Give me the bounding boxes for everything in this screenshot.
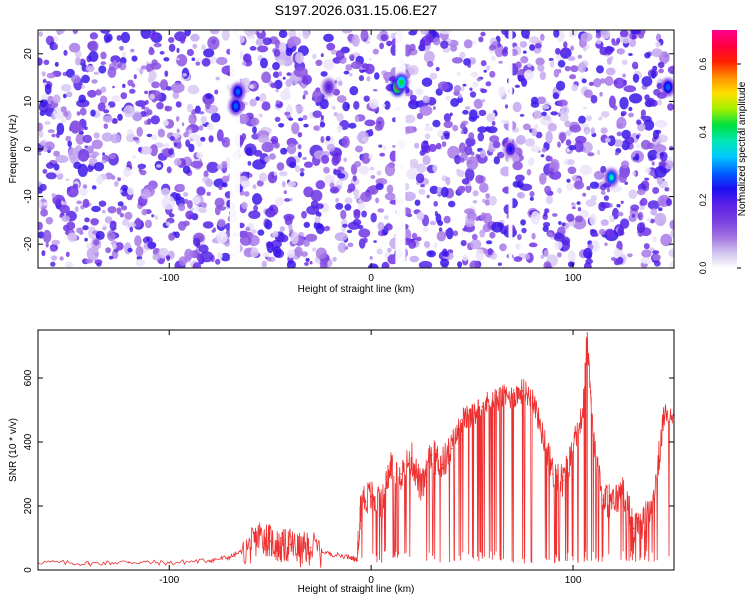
snr-point xyxy=(410,457,413,459)
snr-point xyxy=(208,559,211,562)
heatmap-gap xyxy=(229,30,240,268)
snr-point xyxy=(330,553,332,555)
figure-title: S197.2026.031.15.06.E27 xyxy=(275,2,438,18)
snr-point xyxy=(622,489,625,491)
snr-point xyxy=(299,550,302,552)
snr-point xyxy=(229,556,231,558)
snr-x-ticks: -100 0 100 xyxy=(159,330,582,586)
heatmap-hot-spot xyxy=(321,78,336,97)
snr-point xyxy=(592,434,594,437)
snr-point xyxy=(289,543,292,546)
snr-point xyxy=(511,396,514,399)
y-tick-label: 600 xyxy=(23,369,34,386)
snr-point xyxy=(259,534,261,536)
snr-panel: -100 0 100 0 200 400 600 Height of straight l… xyxy=(8,329,675,595)
snr-point xyxy=(360,498,362,501)
snr-point xyxy=(390,463,393,466)
snr-point xyxy=(269,540,272,542)
snr-point xyxy=(521,390,524,392)
snr-point xyxy=(642,521,645,523)
heatmap-x-label: Height of straight line (km) xyxy=(298,284,415,295)
heatmap-hot-spot xyxy=(228,97,243,116)
heatmap-y-label: Frequency (Hz) xyxy=(8,115,19,184)
snr-data-points xyxy=(38,332,674,565)
snr-point xyxy=(309,546,312,549)
x-tick-label: 0 xyxy=(368,575,374,586)
snr-point xyxy=(612,502,615,504)
colorbar: 0.0 0.2 0.4 0.6 Normalized spectral amplitu… xyxy=(698,30,748,274)
colorbar-gradient xyxy=(712,30,737,268)
y-tick-label: 200 xyxy=(23,497,34,514)
heatmap-hot-spot xyxy=(230,82,245,101)
snr-point xyxy=(356,559,358,562)
colorbar-tick-label: 0.4 xyxy=(698,126,708,139)
snr-frame xyxy=(37,329,675,571)
snr-point xyxy=(87,562,90,565)
heatmap-cells xyxy=(38,30,674,268)
snr-point xyxy=(501,396,504,399)
snr-point xyxy=(451,447,453,450)
snr-y-label: SNR (10 * v/v) xyxy=(8,418,19,482)
snr-point xyxy=(602,498,605,501)
heatmap-gap xyxy=(395,30,406,268)
snr-point xyxy=(350,556,352,558)
snr-point xyxy=(542,434,544,437)
y-tick-label: -10 xyxy=(23,189,34,204)
snr-point xyxy=(582,409,584,411)
snr-point xyxy=(562,479,564,482)
snr-point xyxy=(441,463,443,466)
colorbar-label: Normalized spectral amplitude xyxy=(737,81,748,216)
snr-point xyxy=(420,489,423,491)
x-tick-label: -100 xyxy=(159,273,179,284)
snr-series-line xyxy=(38,333,674,568)
x-tick-label: 100 xyxy=(565,575,582,586)
colorbar-tick-label: 0.2 xyxy=(698,194,708,207)
heatmap-x-ticks: -100 0 100 xyxy=(159,30,582,284)
heatmap-hot-spot xyxy=(660,78,674,97)
snr-point xyxy=(461,418,463,421)
y-tick-label: 20 xyxy=(23,48,34,60)
snr-point xyxy=(380,505,383,507)
snr-point xyxy=(531,396,534,399)
snr-point xyxy=(572,450,574,453)
y-tick-label: 0 xyxy=(23,567,34,573)
snr-point xyxy=(663,415,665,418)
snr-point xyxy=(552,473,554,475)
heatmap-hot-spot xyxy=(394,73,409,92)
snr-point xyxy=(430,454,433,456)
x-tick-label: -100 xyxy=(159,575,179,586)
x-tick-label: 0 xyxy=(368,273,374,284)
snr-y-ticks: 0 200 400 600 xyxy=(23,369,674,573)
snr-point xyxy=(128,561,130,563)
snr-point xyxy=(279,546,282,549)
y-tick-label: 400 xyxy=(23,433,34,450)
snr-point xyxy=(471,415,473,418)
heatmap-y-ticks: -20 -10 0 10 20 xyxy=(23,48,674,252)
snr-point xyxy=(491,399,494,402)
colorbar-tick-label: 0.0 xyxy=(698,262,708,275)
x-tick-label: 100 xyxy=(565,273,582,284)
colorbar-ticks: 0.0 0.2 0.4 0.6 xyxy=(698,58,741,275)
snr-point xyxy=(370,495,372,498)
heatmap-hot-spot xyxy=(604,168,619,187)
y-tick-label: -20 xyxy=(23,237,34,252)
snr-point xyxy=(653,498,655,501)
snr-point xyxy=(586,332,588,335)
snr-point xyxy=(249,546,251,549)
snr-point xyxy=(168,562,170,564)
snr-point xyxy=(400,473,403,475)
colorbar-tick-label: 0.6 xyxy=(698,58,708,71)
heatmap-hot-spot xyxy=(503,140,518,158)
y-tick-label: 10 xyxy=(23,95,34,107)
y-tick-label: 0 xyxy=(23,146,34,152)
heatmap-hot-spots xyxy=(228,73,674,187)
snr-x-label: Height of straight line (km) xyxy=(298,584,415,595)
snr-point xyxy=(632,527,635,530)
snr-point xyxy=(481,406,484,408)
